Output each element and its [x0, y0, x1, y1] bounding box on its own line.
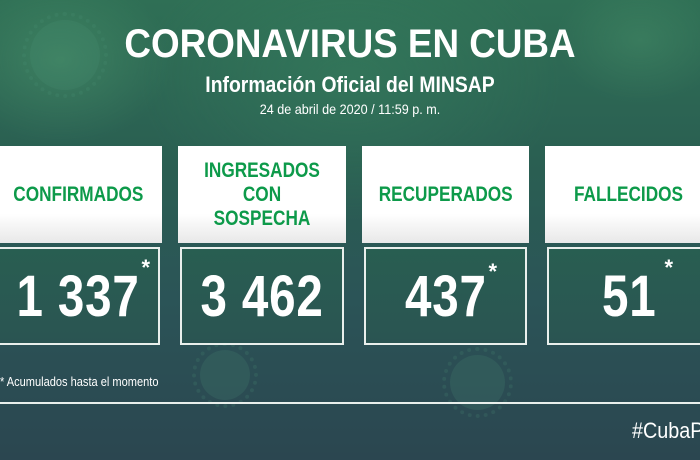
card-value-box: 437 *: [364, 247, 527, 345]
card-fallecidos: FALLECIDOS 51 *: [545, 146, 700, 345]
card-value: 1 337: [16, 263, 140, 329]
virus-decoration: [192, 342, 258, 408]
page-subtitle: Información Oficial del MINSAP: [205, 72, 495, 97]
card-value: 437: [404, 263, 487, 329]
card-header: FALLECIDOS: [545, 146, 700, 243]
virus-decoration: [442, 347, 513, 418]
card-recuperados: RECUPERADOS 437 *: [362, 146, 529, 345]
asterisk-icon: *: [488, 259, 497, 284]
card-header: RECUPERADOS: [362, 146, 529, 243]
card-value: 3 462: [200, 263, 324, 329]
card-ingresados: INGRESADOS CON SOSPECHA 3 462: [178, 146, 346, 345]
card-value: 51: [601, 263, 657, 329]
hashtag: #CubaP: [632, 418, 700, 443]
page-title: CORONAVIRUS EN CUBA: [124, 22, 576, 66]
divider: [0, 402, 700, 404]
card-label: FALLECIDOS: [574, 182, 684, 206]
footnote: * Acumulados hasta el momento: [0, 374, 159, 389]
virus-decoration: [22, 12, 108, 98]
card-value-box: 1 337 *: [0, 247, 160, 345]
card-confirmados: CONFIRMADOS 1 337 *: [0, 146, 162, 345]
card-header: CONFIRMADOS: [0, 146, 162, 243]
card-value-box: 3 462: [180, 247, 344, 345]
card-value-box: 51 *: [547, 247, 700, 345]
asterisk-icon: *: [141, 255, 150, 280]
card-label: INGRESADOS CON SOSPECHA: [204, 158, 320, 230]
asterisk-icon: *: [664, 255, 673, 280]
card-label: RECUPERADOS: [378, 182, 513, 206]
card-label: CONFIRMADOS: [12, 182, 144, 206]
report-date: 24 de abril de 2020 / 11:59 p. m.: [259, 101, 441, 117]
card-header: INGRESADOS CON SOSPECHA: [178, 146, 346, 243]
